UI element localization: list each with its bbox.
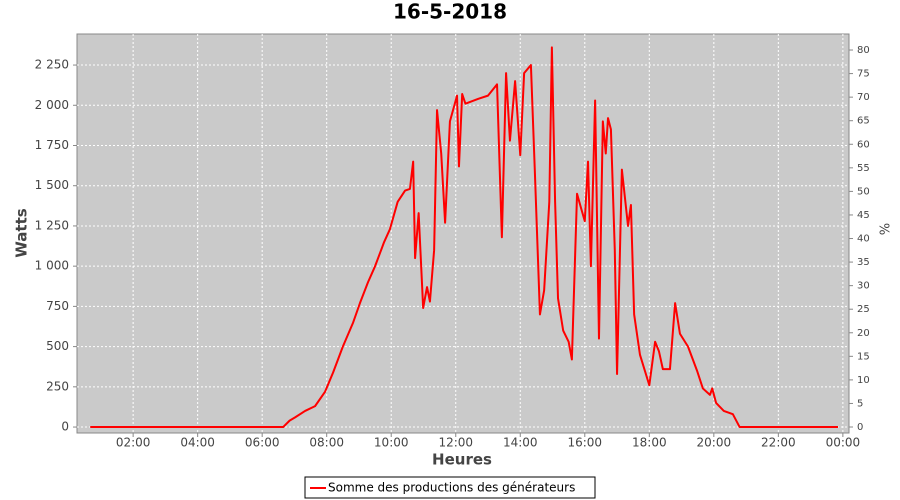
y2-tick-label: 75 — [857, 69, 870, 80]
x-tick-label: 20:00 — [697, 436, 732, 450]
x-tick-label: 06:00 — [245, 436, 280, 450]
y2-tick-label: 0 — [857, 422, 863, 433]
x-tick-label: 14:00 — [503, 436, 538, 450]
legend: Somme des productions des générateurs — [304, 476, 596, 499]
x-tick-label: 04:00 — [180, 436, 215, 450]
y2-tick-label: 25 — [857, 304, 870, 315]
y2-tick-label: 5 — [857, 398, 863, 409]
y2-tick-label: 55 — [857, 163, 870, 174]
y2-tick-label: 80 — [857, 45, 870, 56]
y-tick-label: 2 000 — [35, 98, 69, 112]
legend-box — [304, 476, 596, 499]
x-tick-label: 02:00 — [116, 436, 151, 450]
x-tick-label: 18:00 — [632, 436, 667, 450]
y-axis-label: Watts — [13, 208, 31, 257]
plot-area — [76, 33, 850, 434]
x-axis-label: Heures — [432, 451, 492, 469]
x-tick-label: 08:00 — [309, 436, 344, 450]
y-tick-label: 0 — [61, 420, 69, 434]
y2-tick-label: 65 — [857, 116, 870, 127]
y-tick-label: 750 — [46, 299, 69, 313]
x-tick-label: 00:00 — [826, 436, 861, 450]
y2-tick-label: 40 — [857, 234, 870, 245]
chart-title: 16-5-2018 — [393, 0, 507, 24]
y2-axis-label: % — [876, 223, 891, 235]
legend-label: Somme des productions des générateurs — [328, 481, 575, 495]
y2-tick-label: 45 — [857, 210, 870, 221]
y-tick-label: 1 000 — [35, 259, 69, 273]
x-tick-label: 22:00 — [761, 436, 796, 450]
y-tick-label: 1 250 — [35, 218, 69, 232]
y-tick-label: 1 500 — [35, 178, 69, 192]
y2-tick-label: 50 — [857, 186, 870, 197]
y2-tick-label: 35 — [857, 257, 870, 268]
x-tick-label: 10:00 — [374, 436, 409, 450]
y2-tick-label: 20 — [857, 328, 870, 339]
data-line — [90, 46, 839, 429]
y2-tick-label: 10 — [857, 375, 870, 386]
x-tick-label: 16:00 — [567, 436, 602, 450]
y-tick-label: 1 750 — [35, 138, 69, 152]
x-tick-label: 12:00 — [438, 436, 473, 450]
y2-tick-label: 60 — [857, 139, 870, 150]
y2-tick-label: 70 — [857, 92, 870, 103]
y-tick-label: 500 — [46, 339, 69, 353]
y-tick-label: 250 — [46, 379, 69, 393]
y2-tick-label: 30 — [857, 281, 870, 292]
y-tick-label: 2 250 — [35, 58, 69, 72]
y2-tick-label: 15 — [857, 351, 870, 362]
